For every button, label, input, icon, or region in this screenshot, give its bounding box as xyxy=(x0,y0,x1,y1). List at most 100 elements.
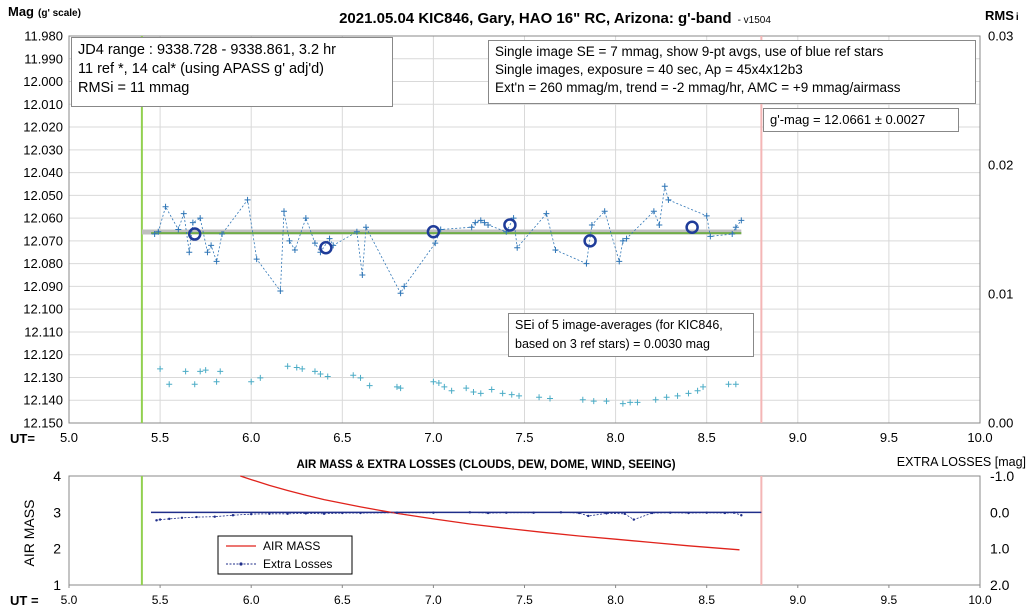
star-data-point xyxy=(481,219,488,226)
losses-data-point xyxy=(559,511,563,514)
info-right-line-1: Single image SE = 7 mmag, show 9-pt avgs… xyxy=(495,44,884,59)
info-left-line-1: JD4 range : 9338.728 - 9338.861, 3.2 hr xyxy=(78,42,336,58)
rmsi-data-point xyxy=(499,390,506,397)
plot-area-top xyxy=(68,35,981,424)
star-data-point xyxy=(204,249,211,256)
bottom-y-axis-label: AIR MASS xyxy=(21,500,37,567)
chart-title: 2021.05.04 KIC846, Gary, HAO 16" RC, Ari… xyxy=(339,10,771,27)
x-tick-label: 5.5 xyxy=(151,430,169,445)
legend-losses-marker xyxy=(239,562,243,566)
star-data-point xyxy=(588,221,595,228)
y2-tick-label: 0.02 xyxy=(988,158,1013,173)
rmsi-data-point xyxy=(191,381,198,388)
y2-axis-label: RMS i xyxy=(985,8,1019,23)
y-tick-label: 11.980 xyxy=(24,29,63,44)
losses-data-point xyxy=(732,511,736,514)
y-tick-label: 12.090 xyxy=(23,279,63,294)
rmsi-data-point xyxy=(700,383,707,390)
bottom-x-tick-label: 9.5 xyxy=(881,593,898,607)
bottom-x-tick-label: 6.0 xyxy=(243,593,260,607)
bottom-y-tick-label: 4 xyxy=(53,468,61,484)
y-tick-label: 12.100 xyxy=(23,302,63,317)
rmsi-data-point xyxy=(299,365,306,372)
losses-data-point xyxy=(158,518,162,521)
bottom-x-axis-label: UT = xyxy=(10,593,39,608)
rmsi-data-point xyxy=(357,374,364,381)
rmsi-data-point xyxy=(311,368,318,375)
star-data-point xyxy=(623,235,630,242)
y-tick-label: 12.070 xyxy=(23,233,63,248)
star-data-point xyxy=(738,217,745,224)
rmsi-data-point xyxy=(317,370,324,377)
star-data-point xyxy=(277,287,284,294)
rmsi-data-point xyxy=(488,386,495,393)
losses-data-point xyxy=(395,511,399,514)
star-data-point xyxy=(213,258,220,265)
star-data-point xyxy=(729,231,736,238)
info-left-line-2: 11 ref *, 14 cal* (using APASS g' adj'd) xyxy=(78,61,324,77)
rmsi-data-point xyxy=(470,389,477,396)
sei-box: SEi of 5 image-averages (for KIC846, bas… xyxy=(508,313,754,357)
y-tick-label: 12.140 xyxy=(23,393,63,408)
star-data-point xyxy=(186,249,193,256)
rmsi-data-point xyxy=(366,382,373,389)
bottom-x-tick-label: 7.5 xyxy=(516,593,533,607)
star-data-point xyxy=(291,246,298,253)
plot-area-bottom xyxy=(68,475,981,586)
bottom-x-tick-label: 7.0 xyxy=(425,593,442,607)
star-data-point xyxy=(362,224,369,231)
bottom-x-tick-label: 8.5 xyxy=(698,593,715,607)
losses-data-point xyxy=(605,512,608,515)
rmsi-data-point xyxy=(536,394,543,401)
losses-data-point xyxy=(304,512,308,515)
bottom-x-tick-label: 8.0 xyxy=(607,593,624,607)
losses-data-point xyxy=(740,514,743,517)
y-tick-label: 12.050 xyxy=(23,188,63,203)
star-data-point xyxy=(707,233,714,240)
rmsi-data-point xyxy=(248,378,255,385)
bottom-y-tick-label: 1 xyxy=(53,577,61,593)
rmsi-data-point xyxy=(477,390,484,397)
rmsi-data-point xyxy=(213,378,220,385)
rmsi-data-point xyxy=(217,368,224,375)
losses-data-point xyxy=(587,514,590,518)
x-tick-label: 9.5 xyxy=(880,430,898,445)
star-data-point xyxy=(665,196,672,203)
star-data-point xyxy=(552,246,559,253)
star-data-point xyxy=(151,231,158,238)
rmsi-data-point xyxy=(603,398,610,405)
losses-data-point xyxy=(359,511,362,515)
y-tick-label: 12.150 xyxy=(23,416,63,431)
star-data-point xyxy=(397,290,404,297)
star-data-point xyxy=(353,228,360,235)
rmsi-data-point xyxy=(324,373,331,380)
star-data-point xyxy=(656,221,663,228)
avg-data-point xyxy=(426,225,441,239)
losses-data-point xyxy=(723,511,727,515)
losses-data-point xyxy=(155,519,158,522)
info-box-left: JD4 range : 9338.728 - 9338.861, 3.2 hr … xyxy=(71,37,393,107)
star-data-point xyxy=(703,212,710,219)
rmsi-data-point xyxy=(257,374,264,381)
star-series-line xyxy=(154,186,742,295)
rmsi-data-point xyxy=(448,387,455,394)
info-left-line-3: RMSi = 11 mmag xyxy=(78,80,190,96)
rmsi-data-point xyxy=(685,390,692,397)
bottom-x-tick-label: 6.5 xyxy=(334,593,351,607)
y-tick-label: 12.120 xyxy=(23,347,63,362)
star-data-point xyxy=(650,208,657,215)
avg-data-point xyxy=(685,220,699,234)
star-data-point xyxy=(485,221,492,228)
bottom-chart-title: AIR MASS & EXTRA LOSSES (CLOUDS, DEW, DO… xyxy=(296,459,675,471)
rmsi-data-point xyxy=(590,398,597,405)
bottom-y-tick-label: 2 xyxy=(53,541,61,557)
losses-data-point xyxy=(341,511,344,515)
y-tick-label: 12.060 xyxy=(23,211,63,226)
x-tick-label: 9.0 xyxy=(789,430,807,445)
rmsi-data-point xyxy=(627,399,634,406)
losses-data-point xyxy=(705,511,708,514)
star-data-point xyxy=(326,235,333,242)
rmsi-data-point xyxy=(547,395,554,402)
y-tick-label: 12.080 xyxy=(23,256,63,271)
